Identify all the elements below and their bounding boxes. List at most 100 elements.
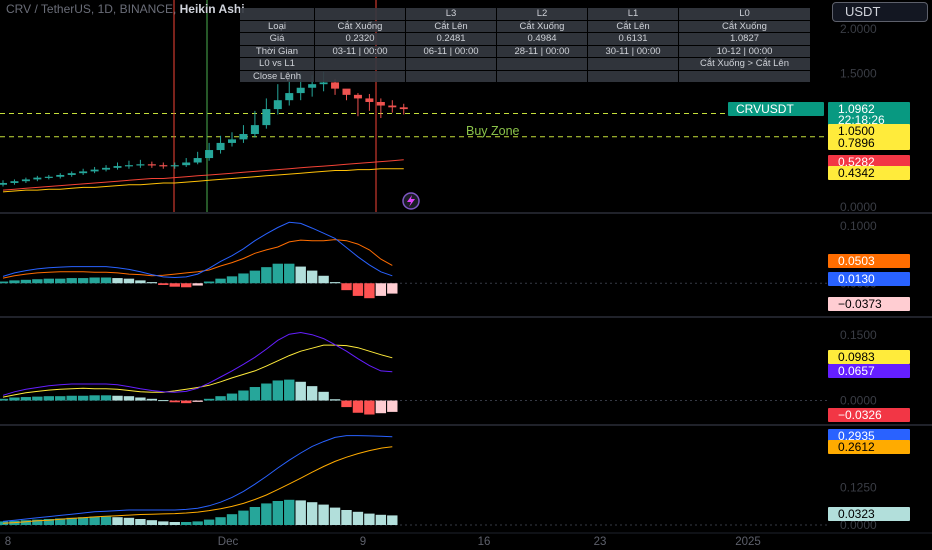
histogram-bar: [20, 520, 32, 525]
histogram-bar: [181, 283, 192, 288]
histogram-bar: [100, 395, 112, 401]
histogram-bar: [9, 397, 20, 401]
candle-body: [331, 82, 340, 89]
info-table-cell: Thời Gian: [240, 45, 314, 57]
histogram-bar: [146, 520, 158, 525]
histogram-bar: [112, 517, 123, 525]
candle-body: [147, 164, 156, 166]
time-axis-tick: 9: [360, 536, 366, 548]
histogram-bar: [66, 278, 77, 284]
candle-body: [67, 173, 76, 175]
info-table-cell: 1.0827: [679, 33, 810, 45]
candle-body: [159, 165, 168, 167]
info-table-cell: Giá: [240, 33, 314, 45]
histogram-bar: [306, 270, 318, 284]
histogram-bar: [364, 400, 375, 415]
histogram-bar: [192, 400, 203, 402]
histogram-bar: [32, 279, 43, 284]
buy-zone-label: Buy Zone: [466, 124, 520, 138]
histogram-bar: [55, 396, 66, 401]
histogram-bar: [0, 398, 9, 401]
histogram-bar: [387, 400, 398, 412]
histogram-bar: [77, 517, 89, 525]
info-table-cell: [588, 70, 678, 82]
info-table-cell: 03-11 | 00:00: [315, 45, 405, 57]
candle-body: [342, 88, 351, 95]
info-table-cell: 0.6131: [588, 33, 678, 45]
indicator-axis-tick: 0.1250: [840, 481, 877, 495]
chart-style-label: Heikin Ashi: [179, 2, 245, 16]
signal-info-table: L3 L2 L1 L0 Loại Cắt Xuống Cắt Lên Cắt Xuống Cắt…: [239, 7, 811, 83]
time-axis-tick: 8: [5, 536, 11, 548]
histogram-bar: [135, 519, 146, 525]
histogram-bar: [215, 517, 226, 525]
p3-orange-tag: 0.2612: [828, 440, 910, 454]
info-table-cell: [497, 70, 587, 82]
info-table-title-row: L3 L2 L1 L0: [240, 8, 810, 20]
histogram-bar: [375, 514, 387, 525]
histogram-bar: [89, 395, 100, 401]
time-axis-tick: 16: [478, 536, 491, 548]
indicator-axis-tick: 0.0000: [840, 394, 877, 408]
histogram-bar: [284, 499, 295, 525]
info-table-cell: [497, 58, 587, 70]
histogram-bar: [66, 395, 77, 401]
histogram-bar: [249, 387, 261, 401]
candle-body: [79, 171, 88, 174]
histogram-bar: [135, 280, 146, 284]
currency-button[interactable]: USDT: [832, 2, 928, 22]
candle-body: [44, 176, 53, 178]
candle-body: [262, 109, 271, 126]
ma-red-line: [2, 159, 404, 191]
histogram-bar: [9, 280, 20, 284]
info-table-cell: [406, 58, 496, 70]
histogram-bar: [352, 283, 364, 296]
countdown-tag: 22:18:26: [828, 113, 910, 127]
histogram-bar: [306, 502, 318, 525]
histogram-bar: [123, 517, 135, 525]
info-table-cell: 10-12 | 00:00: [679, 45, 810, 57]
histogram-bar: [295, 266, 306, 284]
info-table-row: Loại Cắt Xuống Cắt Lên Cắt Xuống Cắt Lên Cắt …: [240, 20, 810, 32]
time-axis-tick: 2025: [735, 536, 761, 548]
histogram-bar: [43, 278, 54, 284]
lightning-icon: [407, 195, 415, 207]
histogram-bar: [146, 398, 158, 401]
candle-body: [193, 158, 202, 163]
histogram-bar: [123, 278, 135, 284]
ma-red-tag: 0.5282: [828, 155, 910, 169]
histogram-bar: [66, 517, 77, 525]
histogram-bar: [77, 395, 89, 401]
info-table-row: Thời Gian 03-11 | 00:00 06-11 | 00:00 28-11…: [240, 45, 810, 57]
p2-macd-line: [2, 331, 393, 396]
histogram-bar: [364, 283, 375, 299]
level-b-tag: 0.7896: [828, 136, 910, 150]
time-axis-tick: Dec: [218, 536, 239, 548]
p2-hist-tag: −0.0326: [828, 408, 910, 422]
histogram-bar: [238, 273, 249, 284]
candle-body: [353, 94, 362, 99]
histogram-bar: [215, 278, 226, 284]
p2-purple-tag: 0.0657: [828, 364, 910, 378]
info-table-cell: 0.2320: [315, 33, 405, 45]
histogram-bar: [32, 519, 43, 525]
price-axis-tick: 0.0000: [840, 200, 877, 214]
histogram-bar: [146, 282, 158, 284]
candle-body: [308, 84, 317, 88]
candle-body: [170, 165, 179, 167]
chart-title: CRV / TetherUS, 1D, BINANCE, Heikin Ashi: [6, 2, 245, 16]
histogram-bar: [329, 399, 341, 401]
candle-body: [136, 164, 145, 166]
level-a-tag: 1.0500: [828, 124, 910, 138]
histogram-bar: [284, 263, 295, 284]
histogram-bar: [352, 511, 364, 525]
info-table-cell: [406, 70, 496, 82]
ma-yellow-line: [2, 168, 404, 193]
candle-body: [21, 179, 30, 182]
ma-yellow-tag: 0.4342: [828, 166, 910, 180]
histogram-bar: [272, 501, 283, 525]
histogram-bar: [89, 277, 100, 284]
info-table-title-cell: L3: [406, 8, 496, 20]
indicator-axis-tick: 0.1500: [840, 328, 877, 342]
